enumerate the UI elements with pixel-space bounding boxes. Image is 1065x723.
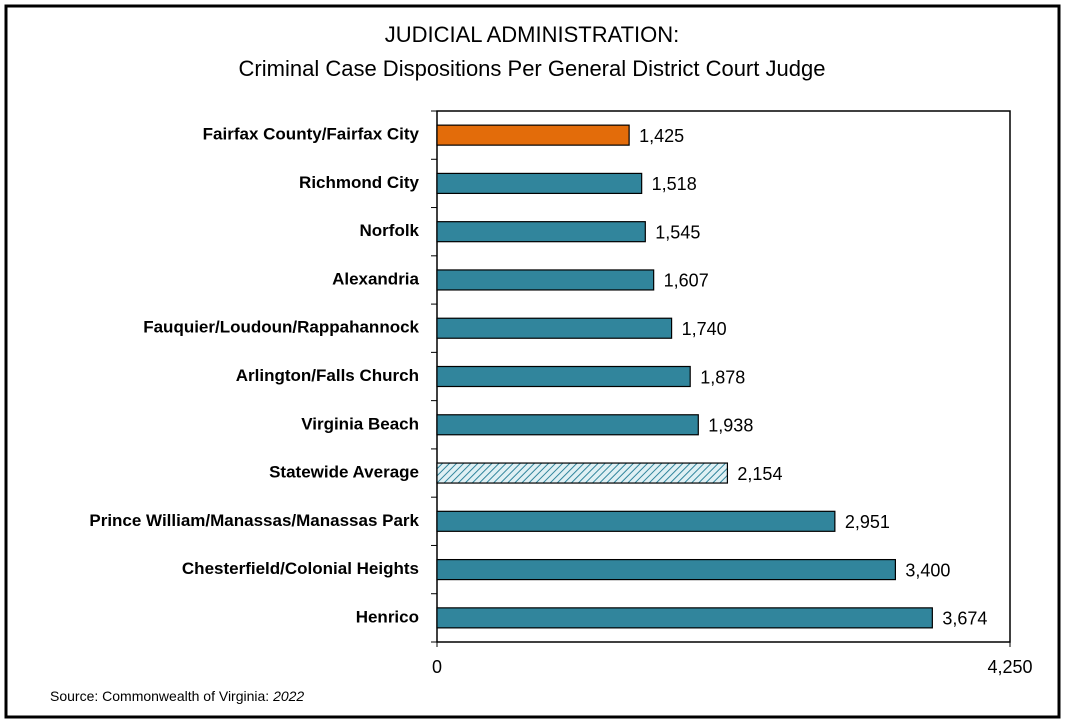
y-tick-label: Alexandria [332, 269, 419, 288]
y-tick-label: Richmond City [299, 173, 419, 192]
y-tick-label: Fairfax County/Fairfax City [203, 125, 420, 144]
value-label: 1,878 [700, 367, 745, 387]
frame [4, 4, 1061, 719]
chart-subtitle: Criminal Case Dispositions Per General D… [239, 56, 826, 81]
source-text: Source: Commonwealth of Virginia: [50, 688, 269, 704]
y-tick-label: Statewide Average [269, 463, 419, 482]
y-tick-label: Virginia Beach [301, 414, 419, 433]
bar [436, 510, 836, 532]
value-label: 1,425 [639, 126, 684, 146]
bar [436, 172, 643, 195]
bar [436, 558, 896, 581]
bar [436, 269, 655, 291]
value-label: 2,951 [845, 512, 890, 532]
source: Source: Commonwealth of Virginia: 2022 [50, 688, 304, 704]
value-label: 1,607 [664, 271, 709, 291]
y-tick-label: Arlington/Falls Church [236, 366, 419, 385]
chart-title: JUDICIAL ADMINISTRATION: [385, 22, 680, 47]
y-tick-label: Norfolk [360, 221, 420, 240]
bar [436, 124, 630, 146]
y-tick-label: Chesterfield/Colonial Heights [182, 559, 419, 578]
y-tick-label: Fauquier/Loudoun/Rappahannock [143, 318, 419, 337]
value-label: 3,674 [942, 609, 987, 629]
x-tick-label: 0 [432, 657, 442, 677]
source-year: 2022 [272, 688, 304, 704]
value-label: 1,518 [652, 174, 697, 194]
value-label: 2,154 [737, 464, 782, 484]
value-label: 1,545 [655, 222, 700, 242]
y-tick-label: Prince William/Manassas/Manassas Park [89, 511, 419, 530]
bar [436, 365, 691, 388]
bar [436, 607, 933, 629]
value-label: 1,938 [708, 416, 753, 436]
bar [436, 414, 699, 436]
y-tick-label: Henrico [356, 607, 419, 626]
x-tick-label: 4,250 [987, 657, 1032, 677]
value-label: 3,400 [905, 560, 950, 580]
bar [436, 317, 673, 339]
bar [436, 462, 729, 484]
bar [436, 221, 646, 243]
value-label: 1,740 [682, 319, 727, 339]
